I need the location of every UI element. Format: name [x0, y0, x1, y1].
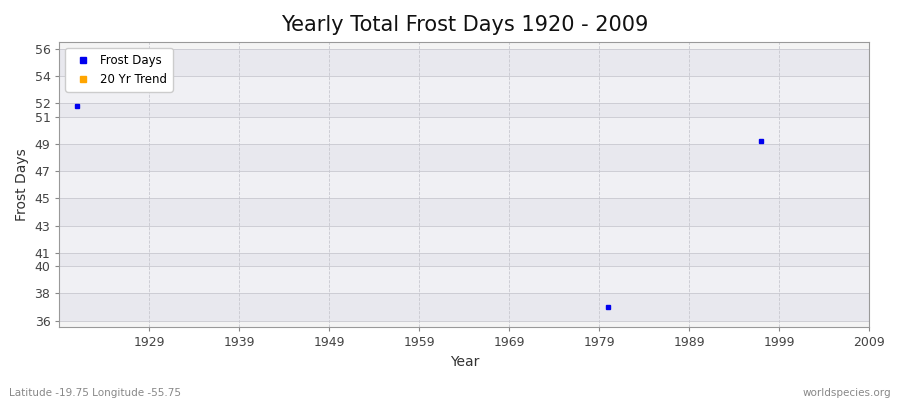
- Title: Yearly Total Frost Days 1920 - 2009: Yearly Total Frost Days 1920 - 2009: [281, 15, 648, 35]
- Legend: Frost Days, 20 Yr Trend: Frost Days, 20 Yr Trend: [66, 48, 173, 92]
- Text: Latitude -19.75 Longitude -55.75: Latitude -19.75 Longitude -55.75: [9, 388, 181, 398]
- Bar: [59, 117, 869, 144]
- Text: worldspecies.org: worldspecies.org: [803, 388, 891, 398]
- Bar: [59, 253, 869, 266]
- Bar: [59, 171, 869, 198]
- Bar: [59, 294, 869, 321]
- Bar: [59, 103, 869, 117]
- Y-axis label: Frost Days: Frost Days: [15, 148, 29, 221]
- X-axis label: Year: Year: [450, 355, 479, 369]
- Bar: [59, 266, 869, 294]
- Bar: [59, 49, 869, 76]
- Bar: [59, 198, 869, 226]
- Bar: [59, 226, 869, 253]
- Bar: [59, 76, 869, 103]
- Bar: [59, 144, 869, 171]
